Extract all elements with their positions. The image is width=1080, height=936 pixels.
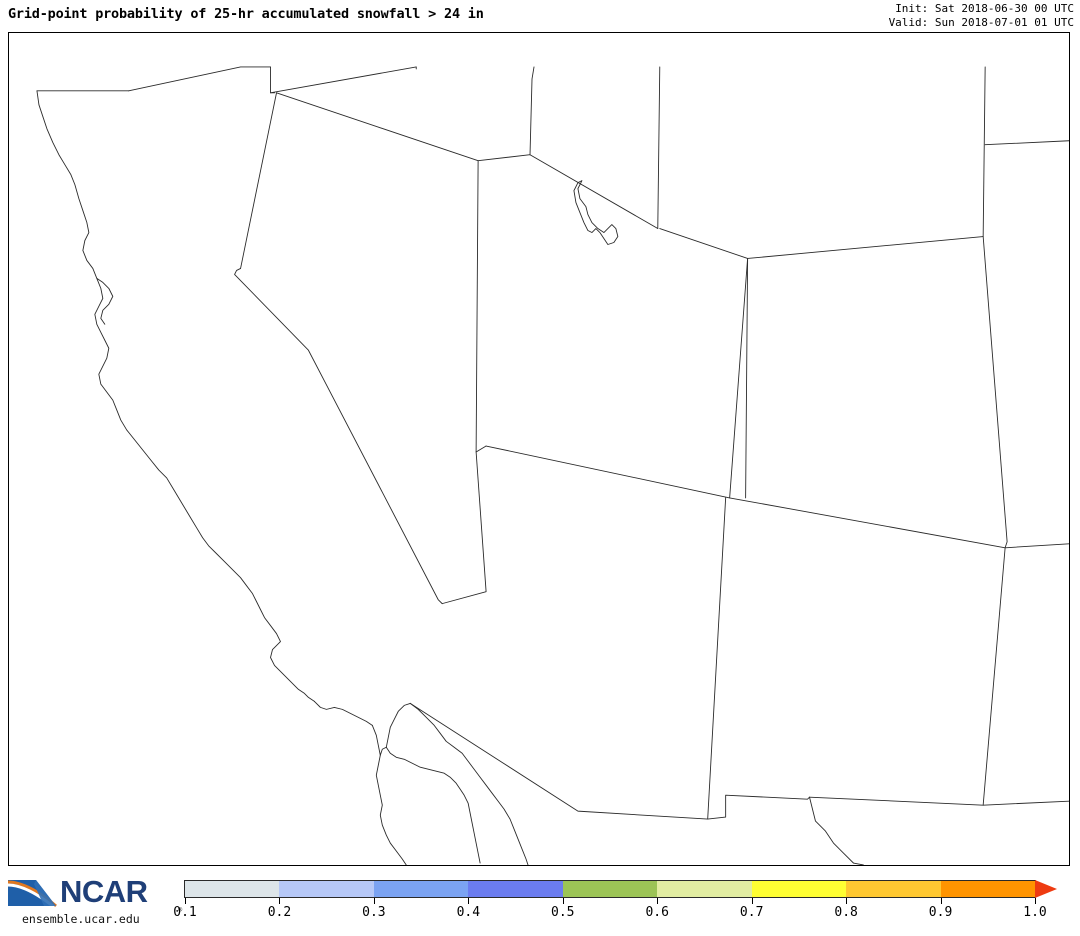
init-time-label: Init: Sat 2018-06-30 00 UTC: [895, 2, 1074, 15]
colorbar-tick-label: 0.4: [456, 905, 481, 920]
new-mexico-south-border: [707, 794, 810, 820]
idaho-east-border: [529, 66, 535, 156]
colorbar-tick-label: 0.7: [739, 905, 764, 920]
valid-time-label: Valid: Sun 2018-07-01 01 UTC: [888, 16, 1074, 29]
montana-border: [984, 140, 1069, 146]
great-salt-lake: [573, 180, 619, 245]
timestamp-block: Init: Sat 2018-06-30 00 UTC Valid: Sun 2…: [889, 2, 1074, 30]
colorbar-tick-mark: [468, 898, 470, 904]
colorado-south-border: [729, 497, 1006, 549]
registered-mark-icon: ®: [178, 906, 183, 914]
colorbar-tick-label: 0.9: [928, 905, 953, 920]
pacific-coastline: [36, 90, 315, 702]
footer: NCAR ® ensemble.ucar.edu 0.1 0.2 0.3 0.4 0.5…: [0, 868, 1080, 936]
baja-pacific-coast: [371, 724, 407, 865]
colorbar-segment: [279, 881, 374, 897]
idaho-south-border: [477, 154, 659, 229]
colorbar-overflow-arrow-icon: [1035, 880, 1057, 898]
oklahoma-panhandle: [982, 800, 1069, 806]
colorbar-tick-mark: [940, 898, 942, 904]
wyoming-northeast: [982, 66, 986, 237]
arizona-south-border: [409, 702, 709, 820]
colorbar-segment: [562, 881, 658, 897]
nevada-north-border: [240, 92, 277, 269]
ensemble-url-label: ensemble.ucar.edu: [22, 912, 140, 926]
wyoming-south-border: [659, 228, 749, 499]
ncar-logo[interactable]: NCAR ® ensemble.ucar.edu: [6, 874, 182, 928]
colorbar-segment: [940, 881, 1035, 897]
colorbar-tick-mark: [562, 898, 564, 904]
colorbar-segment: [373, 881, 469, 897]
map-frame[interactable]: [8, 32, 1070, 866]
colorbar-segment: [846, 881, 941, 897]
colorbar-segment: [751, 881, 847, 897]
new-mexico-texas-border: [809, 796, 984, 806]
utah-south-border: [485, 445, 731, 499]
wyoming-west-border: [657, 66, 661, 229]
southern-california-coast: [313, 700, 373, 726]
colorbar-tick-label: 0.8: [834, 905, 858, 920]
colorbar-tick-label: 0.6: [645, 905, 669, 920]
colorbar-tick-label: 0.2: [267, 905, 292, 920]
sonora-coast: [409, 702, 529, 865]
colorado-river-border: [385, 702, 411, 748]
oregon-idaho-border: [128, 66, 271, 92]
nevada-california-border: [234, 267, 443, 605]
utah-arizona-line: [475, 445, 487, 453]
colorbar-segment: [185, 881, 280, 897]
colorbar-segment: [468, 881, 563, 897]
colorbar-gradient: [184, 880, 1036, 898]
colorbar-tick-mark: [846, 898, 848, 904]
wyoming-east-border: [747, 236, 984, 259]
baja-gulf-coast: [385, 746, 481, 864]
page-title: Grid-point probability of 25-hr accumula…: [8, 6, 484, 22]
washington-oregon-line: [270, 66, 275, 94]
colorado-river-delta: [379, 746, 387, 756]
colorbar-tick-label: 0.1: [173, 905, 197, 920]
colorbar-tick-mark: [279, 898, 281, 904]
utah-colorado-border: [729, 258, 749, 499]
ncar-wordmark: NCAR: [60, 874, 148, 909]
colorbar-tick-mark: [185, 898, 186, 904]
texas-west-border: [809, 796, 854, 864]
map-canvas: [36, 66, 1069, 865]
colorbar-tick-mark: [657, 898, 659, 904]
colorbar[interactable]: 0.1 0.2 0.3 0.4 0.5 0.6 0.7 0.8 0.9 1.0: [173, 880, 1070, 928]
colorado-east-border: [982, 236, 1008, 549]
new-mexico-east-border: [982, 547, 1006, 806]
colorbar-segment: [657, 881, 752, 897]
san-francisco-bay: [96, 277, 114, 325]
header: Grid-point probability of 25-hr accumula…: [0, 0, 1080, 32]
colorbar-tick-mark: [1035, 898, 1036, 904]
arizona-new-mexico-border: [707, 497, 727, 820]
idaho-north-line: [270, 66, 417, 94]
colorbar-ticks: 0.1 0.2 0.3 0.4 0.5 0.6 0.7 0.8 0.9 1.0: [173, 898, 1047, 928]
colorbar-tick-label: 0.5: [551, 905, 575, 920]
colorado-nebraska-line: [1004, 543, 1069, 549]
map-boundaries: [36, 66, 1069, 865]
nevada-utah-border: [276, 92, 487, 605]
rio-grande: [852, 862, 864, 865]
colorbar-tick-label: 0.3: [362, 905, 386, 920]
colorbar-tick-mark: [373, 898, 375, 904]
ncar-swoosh-icon: [7, 880, 57, 909]
colorbar-tick-mark: [751, 898, 753, 904]
colorbar-tick-label: 1.0: [1023, 905, 1047, 920]
